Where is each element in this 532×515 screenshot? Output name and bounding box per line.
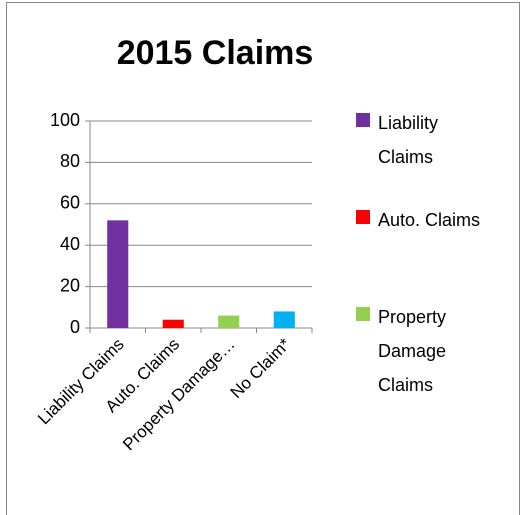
legend-entry: Liability Claims xyxy=(378,113,439,167)
legend-entry: Auto. Claims xyxy=(378,210,481,230)
bar xyxy=(273,311,295,328)
y-tick-label: 60 xyxy=(60,193,80,213)
legend-swatch xyxy=(356,210,370,224)
y-tick-label: 100 xyxy=(50,110,80,130)
legend-label: Auto. Claims xyxy=(378,210,481,230)
bar xyxy=(107,220,129,328)
chart-frame xyxy=(6,2,520,515)
legend-swatch xyxy=(356,113,370,127)
legend-entry: Property Damage Claims xyxy=(378,307,447,395)
bar xyxy=(218,315,240,328)
y-tick-label: 0 xyxy=(70,317,80,337)
y-tick-label: 40 xyxy=(60,234,80,254)
chart-title: 2015 Claims xyxy=(117,34,314,72)
legend-label: Liability Claims xyxy=(378,113,439,167)
bar xyxy=(162,319,184,328)
y-tick-label: 80 xyxy=(60,151,80,171)
y-tick-label: 20 xyxy=(60,275,80,295)
legend-label: Property Damage Claims xyxy=(378,307,447,395)
legend-swatch xyxy=(356,307,370,321)
